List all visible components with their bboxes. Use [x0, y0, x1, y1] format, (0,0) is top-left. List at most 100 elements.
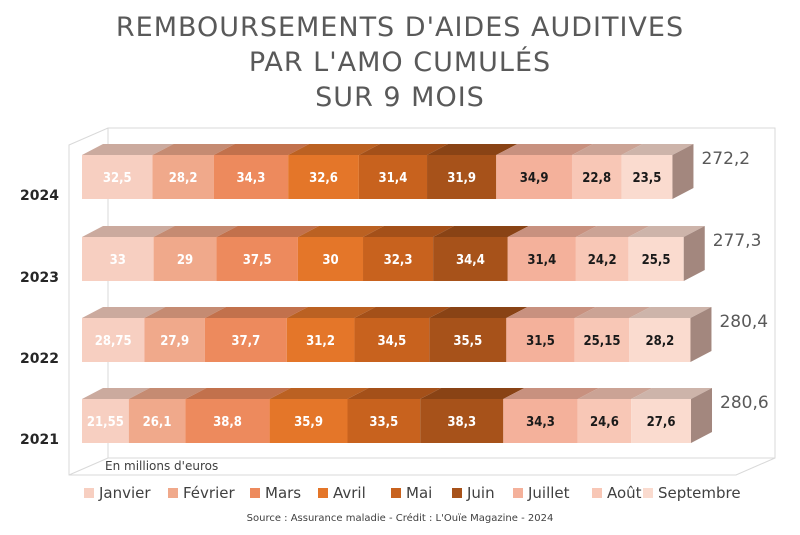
bar-front-face: [621, 155, 673, 199]
bar-front-face: [429, 318, 507, 362]
bar-top-face: [629, 307, 712, 318]
bar-segment-mars: 38,8: [185, 388, 291, 443]
bar-segment-juillet: 34,3: [503, 388, 599, 443]
bar-row-2024: 2024 32,5 28,2 34,3 32,6 31,4 31,9 34,9 22,8 23,5…: [20, 144, 750, 204]
legend-label: Mars: [265, 484, 301, 502]
bar-segment-juin: 35,5: [429, 307, 528, 362]
bar-segment-mars: 37,5: [216, 226, 319, 281]
bar-segment-mai: 31,4: [358, 144, 449, 199]
value-label: 28,2: [169, 171, 198, 186]
legend-label: Juin: [466, 484, 495, 502]
value-label: 31,4: [379, 171, 408, 186]
bar-segment-août: 24,2: [575, 226, 650, 281]
bar-front-face: [213, 155, 289, 199]
bar-front-face: [433, 237, 508, 281]
bar-front-face: [631, 399, 692, 443]
title-line-2: PAR L'AMO CUMULÉS: [249, 46, 551, 78]
bar-segment-février: 27,9: [144, 307, 226, 362]
value-label: 25,15: [583, 334, 620, 349]
bar-front-face: [153, 237, 217, 281]
bar-front-face: [427, 155, 497, 199]
bar-segment-août: 22,8: [571, 144, 643, 199]
bar-segment-août: 24,6: [577, 388, 653, 443]
bar-side-face: [691, 388, 713, 443]
bar-front-face: [269, 399, 348, 443]
value-label: 31,4: [527, 253, 556, 268]
value-label: 33,5: [369, 415, 398, 430]
value-label: 38,3: [447, 415, 476, 430]
value-label: 34,9: [520, 171, 549, 186]
bar-segment-janvier: 32,5: [82, 144, 174, 199]
bar-segment-février: 28,2: [152, 144, 235, 199]
value-label: 23,5: [633, 171, 662, 186]
bar-top-face: [185, 388, 291, 399]
bar-front-face: [82, 155, 153, 199]
value-label: 32,5: [103, 171, 132, 186]
value-label: 37,5: [243, 253, 272, 268]
bar-top-face: [503, 388, 599, 399]
bar-top-face: [363, 226, 455, 237]
legend-item-août: Août: [592, 484, 642, 502]
total-label: 277,3: [713, 231, 762, 251]
bar-segment-septembre: 23,5: [621, 144, 694, 199]
legend-swatch: [318, 488, 328, 498]
value-label: 28,75: [95, 334, 132, 349]
legend-item-janvier: Janvier: [84, 484, 151, 502]
bar-top-face: [82, 226, 175, 237]
bar-segment-janvier: 21,55: [82, 388, 150, 443]
bar-segment-janvier: 33: [82, 226, 175, 281]
legend-label: Février: [183, 484, 235, 502]
bar-top-face: [152, 144, 235, 155]
title-line-3: SUR 9 MOIS: [315, 82, 485, 113]
category-label: 2023: [20, 270, 59, 286]
bar-segment-juin: 38,3: [420, 388, 525, 443]
value-label: 32,3: [384, 253, 413, 268]
bar-segment-mars: 34,3: [213, 144, 310, 199]
bar-row-2021: 2021 21,55 26,1 38,8 35,9 33,5 38,3 34,3 24,6 27,…: [20, 388, 769, 448]
value-label: 27,9: [160, 334, 189, 349]
bar-segment-août: 25,15: [574, 307, 651, 362]
chart-bars: 2024 32,5 28,2 34,3 32,6 31,4 31,9 34,9 22,8 23,5…: [20, 144, 769, 448]
legend-label: Septembre: [658, 484, 741, 502]
total-label: 280,4: [719, 312, 768, 332]
chart-title: REMBOURSEMENTS D'AIDES AUDITIVES PAR L'A…: [116, 12, 683, 113]
bar-front-face: [574, 318, 630, 362]
bar-front-face: [128, 399, 186, 443]
bar-front-face: [144, 318, 205, 362]
value-label: 31,9: [447, 171, 476, 186]
bar-segment-février: 26,1: [128, 388, 207, 443]
bar-segment-mars: 37,7: [204, 307, 308, 362]
legend-swatch: [592, 488, 602, 498]
bar-row-2022: 2022 28,75 27,9 37,7 31,2 34,5 35,5 31,5 25,15 28…: [20, 307, 768, 367]
value-label: 24,6: [590, 415, 619, 430]
bar-top-face: [574, 307, 651, 318]
bar-top-face: [427, 144, 518, 155]
value-label: 38,8: [213, 415, 242, 430]
bar-top-face: [288, 144, 380, 155]
source-label: Source : Assurance maladie - Crédit : L'…: [247, 512, 554, 524]
value-label: 27,6: [647, 415, 676, 430]
bar-top-face: [575, 226, 650, 237]
bar-front-face: [216, 237, 298, 281]
legend-item-juillet: Juillet: [513, 484, 570, 502]
bar-top-face: [354, 307, 451, 318]
bar-top-face: [128, 388, 207, 399]
legend-item-mars: Mars: [250, 484, 301, 502]
bar-top-face: [82, 388, 150, 399]
unit-label: En millions d'euros: [105, 459, 218, 473]
bar-segment-mai: 32,3: [363, 226, 455, 281]
value-label: 22,8: [582, 171, 611, 186]
bar-segment-avril: 31,2: [286, 307, 376, 362]
total-label: 272,2: [701, 149, 750, 169]
bar-front-face: [506, 318, 575, 362]
bar-top-face: [496, 144, 593, 155]
bar-front-face: [286, 318, 355, 362]
value-label: 35,5: [453, 334, 482, 349]
bar-front-face: [577, 399, 632, 443]
category-label: 2022: [20, 351, 59, 367]
legend-swatch: [452, 488, 462, 498]
value-label: 31,5: [526, 334, 555, 349]
bar-top-face: [204, 307, 308, 318]
